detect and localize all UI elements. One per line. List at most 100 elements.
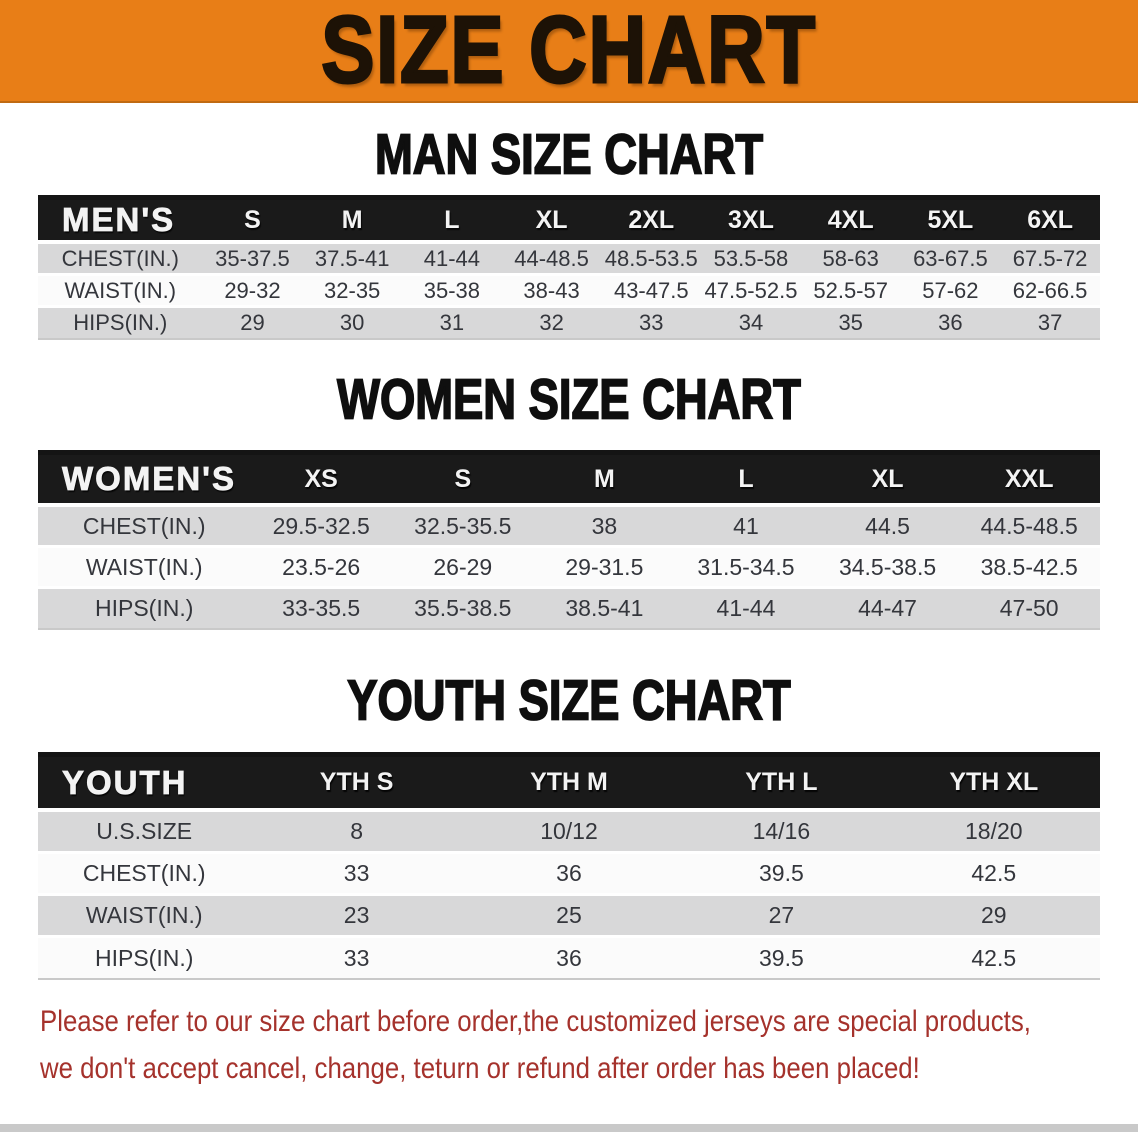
- size-value-cell: 47.5-52.5: [701, 276, 801, 308]
- measurement-row: CHEST(IN.) 33 36 39.5 42.5: [38, 854, 1100, 896]
- size-value-cell: 23: [250, 896, 463, 938]
- section-women: WOMEN SIZE CHART WOMEN'S XS S M L XL XXL CHEST(…: [0, 368, 1138, 630]
- table-title-cell: WOMEN'S: [38, 455, 251, 507]
- size-value-cell: 33: [250, 854, 463, 896]
- size-value-cell: 38-43: [501, 276, 602, 308]
- size-header-cell: YTH S: [250, 757, 463, 812]
- size-header-cell: S: [202, 200, 303, 244]
- measurement-row: U.S.SIZE 8 10/12 14/16 18/20: [38, 812, 1100, 854]
- size-header-cell: 4XL: [800, 200, 901, 244]
- measurement-row: WAIST(IN.) 23 25 27 29: [38, 896, 1100, 938]
- youth-section-heading: YOUTH SIZE CHART: [346, 669, 791, 733]
- size-value-cell: 48.5-53.5: [601, 244, 702, 276]
- measurement-row: HIPS(IN.) 33 36 39.5 42.5: [38, 938, 1100, 980]
- size-value-cell: 18/20: [887, 812, 1100, 854]
- size-value-cell: 36: [900, 308, 1001, 340]
- size-value-cell: 32.5-35.5: [391, 507, 534, 548]
- size-value-cell: 52.5-57: [800, 276, 901, 308]
- size-header-cell: XL: [501, 200, 602, 244]
- size-value-cell: 33-35.5: [250, 589, 392, 630]
- size-value-cell: 38.5-42.5: [958, 548, 1100, 589]
- row-label: U.S.SIZE: [38, 812, 251, 854]
- size-value-cell: 39.5: [675, 854, 888, 896]
- size-value-cell: 33: [601, 308, 702, 340]
- size-value-cell: 58-63: [800, 244, 901, 276]
- size-value-cell: 29: [887, 896, 1100, 938]
- row-label: WAIST(IN.): [38, 276, 203, 308]
- size-value-cell: 36: [462, 854, 676, 896]
- size-value-cell: 44.5-48.5: [958, 507, 1100, 548]
- size-value-cell: 29.5-32.5: [250, 507, 392, 548]
- size-header-cell: S: [391, 455, 534, 507]
- row-label: CHEST(IN.): [38, 854, 251, 896]
- size-value-cell: 26-29: [391, 548, 534, 589]
- size-value-cell: 31.5-34.5: [675, 548, 817, 589]
- size-value-cell: 37: [1000, 308, 1100, 340]
- row-label: WAIST(IN.): [38, 548, 251, 589]
- youth-size-table: YOUTH YTH S YTH M YTH L YTH XL U.S.SIZE 8 10/12…: [38, 752, 1100, 980]
- size-value-cell: 23.5-26: [250, 548, 392, 589]
- size-header-cell: YTH XL: [887, 757, 1100, 812]
- table-header-row: WOMEN'S XS S M L XL XXL: [38, 455, 1100, 507]
- size-value-cell: 31: [402, 308, 502, 340]
- size-value-cell: 53.5-58: [701, 244, 801, 276]
- size-header-cell: YTH L: [675, 757, 888, 812]
- size-header-cell: 3XL: [701, 200, 801, 244]
- size-value-cell: 29: [202, 308, 303, 340]
- size-value-cell: 8: [250, 812, 463, 854]
- table-header-row: MEN'S S M L XL 2XL 3XL 4XL 5XL 6XL: [38, 200, 1100, 244]
- row-label: CHEST(IN.): [38, 244, 203, 276]
- disclaimer: Please refer to our size chart before or…: [40, 998, 1138, 1092]
- row-label: HIPS(IN.): [38, 938, 251, 980]
- row-label: CHEST(IN.): [38, 507, 251, 548]
- size-value-cell: 33: [250, 938, 463, 980]
- banner: SIZE CHART: [0, 0, 1138, 103]
- size-value-cell: 43-47.5: [601, 276, 702, 308]
- size-value-cell: 10/12: [462, 812, 676, 854]
- measurement-row: WAIST(IN.) 29-32 32-35 35-38 38-43 43-47.5 47.…: [38, 276, 1100, 308]
- measurement-row: HIPS(IN.) 33-35.5 35.5-38.5 38.5-41 41-44 44-…: [38, 589, 1100, 630]
- size-value-cell: 44-48.5: [501, 244, 602, 276]
- measurement-row: CHEST(IN.) 29.5-32.5 32.5-35.5 38 41 44.5 44.5…: [38, 507, 1100, 548]
- size-value-cell: 42.5: [887, 938, 1100, 980]
- size-value-cell: 35-38: [402, 276, 502, 308]
- men-section-heading: MAN SIZE CHART: [374, 123, 764, 187]
- size-value-cell: 14/16: [675, 812, 888, 854]
- size-value-cell: 47-50: [958, 589, 1100, 630]
- size-header-cell: 5XL: [900, 200, 1001, 244]
- bottom-bar: [0, 1124, 1138, 1132]
- measurement-row: WAIST(IN.) 23.5-26 26-29 29-31.5 31.5-34.5 34…: [38, 548, 1100, 589]
- size-value-cell: 67.5-72: [1000, 244, 1100, 276]
- men-size-table: MEN'S S M L XL 2XL 3XL 4XL 5XL 6XL CHEST(IN.) 35-37…: [38, 195, 1100, 340]
- banner-title: SIZE CHART: [320, 0, 817, 103]
- row-label: HIPS(IN.): [38, 308, 203, 340]
- size-header-cell: XS: [250, 455, 392, 507]
- size-value-cell: 39.5: [675, 938, 888, 980]
- size-value-cell: 25: [462, 896, 676, 938]
- size-value-cell: 41-44: [402, 244, 502, 276]
- disclaimer-line-2: we don't accept cancel, change, teturn o…: [40, 1052, 920, 1085]
- size-value-cell: 57-62: [900, 276, 1001, 308]
- size-header-cell: 2XL: [601, 200, 702, 244]
- size-header-cell: L: [402, 200, 502, 244]
- disclaimer-line-1: Please refer to our size chart before or…: [40, 1005, 1031, 1038]
- section-youth: YOUTH SIZE CHART YOUTH YTH S YTH M YTH L YTH…: [0, 669, 1138, 980]
- row-label: WAIST(IN.): [38, 896, 251, 938]
- size-value-cell: 34.5-38.5: [816, 548, 959, 589]
- women-section-heading: WOMEN SIZE CHART: [336, 368, 801, 432]
- size-value-cell: 37.5-41: [302, 244, 403, 276]
- size-value-cell: 63-67.5: [900, 244, 1001, 276]
- size-value-cell: 29-31.5: [533, 548, 676, 589]
- size-value-cell: 35: [800, 308, 901, 340]
- size-value-cell: 44.5: [816, 507, 959, 548]
- size-header-cell: M: [533, 455, 676, 507]
- table-header-row: YOUTH YTH S YTH M YTH L YTH XL: [38, 757, 1100, 812]
- measurement-row: HIPS(IN.) 29 30 31 32 33 34 35 36 37: [38, 308, 1100, 340]
- size-header-cell: L: [675, 455, 817, 507]
- row-label: HIPS(IN.): [38, 589, 251, 630]
- section-men: MAN SIZE CHART MEN'S S M L XL 2XL 3XL 4XL 5XL 6XL…: [0, 123, 1138, 340]
- size-value-cell: 41-44: [675, 589, 817, 630]
- size-value-cell: 41: [675, 507, 817, 548]
- size-value-cell: 27: [675, 896, 888, 938]
- women-size-table: WOMEN'S XS S M L XL XXL CHEST(IN.) 29.5-32.5 32.5…: [38, 450, 1100, 630]
